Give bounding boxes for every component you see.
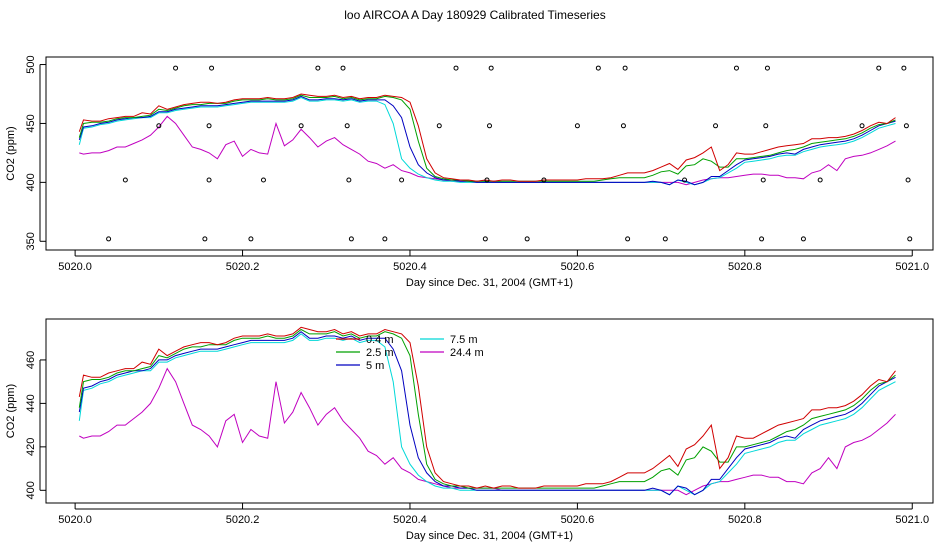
top-scatter-point [907,236,913,242]
top-scatter-point [622,65,628,71]
top-scatter-point [800,236,806,242]
top-x-tick-label: 5020.6 [561,261,595,273]
top-scatter-point [482,236,488,242]
top-scatter-point [817,177,823,183]
bottom-x-tick-label: 5020.8 [728,514,762,526]
top-scatter-point [903,123,909,129]
top-x-tick-label: 5020.8 [728,261,762,273]
top-scatter-point [173,65,179,71]
bottom-series-line [78,333,896,496]
top-x-axis-label: Day since Dec. 31, 2004 (GMT+1) [406,277,573,289]
bottom-x-axis-label: Day since Dec. 31, 2004 (GMT+1) [406,530,573,542]
top-y-tick-label: 500 [25,55,37,73]
top-plot-frame [45,56,934,251]
top-scatter-point [340,65,346,71]
top-scatter-point [905,177,911,183]
top-scatter-point [574,123,580,129]
top-scatter-point [541,177,547,183]
bottom-y-tick-label: 400 [25,481,37,499]
legend-label: 2.5 m [366,347,394,359]
top-scatter-point [901,65,907,71]
bottom-x-tick-label: 5020.0 [58,514,92,526]
top-scatter-point [488,65,494,71]
top-scatter-point [487,123,492,129]
bottom-series-line [79,367,896,496]
top-scatter-point [248,236,254,242]
top-scatter-point [209,65,215,71]
legend-label: 5 m [366,360,384,372]
bottom-x-tick-label: 5020.2 [226,514,260,526]
top-scatter-point [859,123,865,129]
top-scatter-point [298,123,304,129]
legend-label: 24.4 m [450,347,484,359]
top-y-axis-label: CO2 (ppm) [5,126,17,180]
top-scatter-point [764,65,770,71]
top-series-line [78,96,896,186]
top-scatter-point [202,236,208,242]
top-scatter-point [346,177,352,183]
top-scatter-point [662,236,668,242]
chart-title: loo AIRCOA A Day 180929 Calibrated Times… [344,8,606,22]
top-x-tick-label: 5020.0 [58,261,92,273]
bottom-x-tick-label: 5020.4 [393,514,427,526]
top-scatter-point [206,177,212,183]
top-x-tick-label: 5020.4 [393,261,427,273]
top-x-tick-label: 5021.0 [895,261,929,273]
top-scatter-point [206,123,212,129]
top-scatter-point [382,236,388,242]
top-scatter-point [484,177,490,183]
bottom-y-axis-label: CO2 (ppm) [5,384,17,438]
top-scatter-point [620,123,626,129]
bottom-x-tick-label: 5020.6 [561,514,595,526]
top-scatter-point [399,177,405,183]
top-series-line [78,94,896,182]
top-scatter-point [344,123,350,129]
legend-label: 0.4 m [366,334,394,346]
bottom-y-tick-label: 440 [25,394,37,412]
top-scatter-point [315,65,321,71]
top-series-line [78,95,896,186]
top-x-tick-label: 5020.2 [226,261,260,273]
top-scatter-point [760,177,766,183]
top-scatter-point [122,177,128,183]
top-scatter-point [106,236,112,242]
top-y-tick-label: 350 [25,232,37,250]
top-scatter-point [156,123,162,129]
bottom-series-line [78,331,896,496]
top-scatter-point [453,65,459,71]
top-scatter-point [713,123,719,129]
legend-label: 7.5 m [450,334,478,346]
top-scatter-point [436,123,442,129]
bottom-series-line [78,326,896,489]
top-scatter-point [260,177,266,183]
top-scatter-point [763,123,769,129]
bottom-series-line [78,328,896,489]
top-scatter-point [876,65,882,71]
top-scatter-point [759,236,765,242]
top-y-tick-label: 450 [25,114,37,132]
top-scatter-point [348,236,354,242]
top-y-tick-label: 400 [25,173,37,191]
bottom-y-tick-label: 420 [25,438,37,456]
bottom-x-tick-label: 5021.0 [895,514,929,526]
top-scatter-point [524,236,530,242]
top-scatter-point [733,65,739,71]
top-scatter-point [595,65,601,71]
top-scatter-point [625,236,631,242]
bottom-y-tick-label: 460 [25,351,37,369]
bottom-plot-frame [45,318,934,504]
top-scatter-point [682,177,688,183]
